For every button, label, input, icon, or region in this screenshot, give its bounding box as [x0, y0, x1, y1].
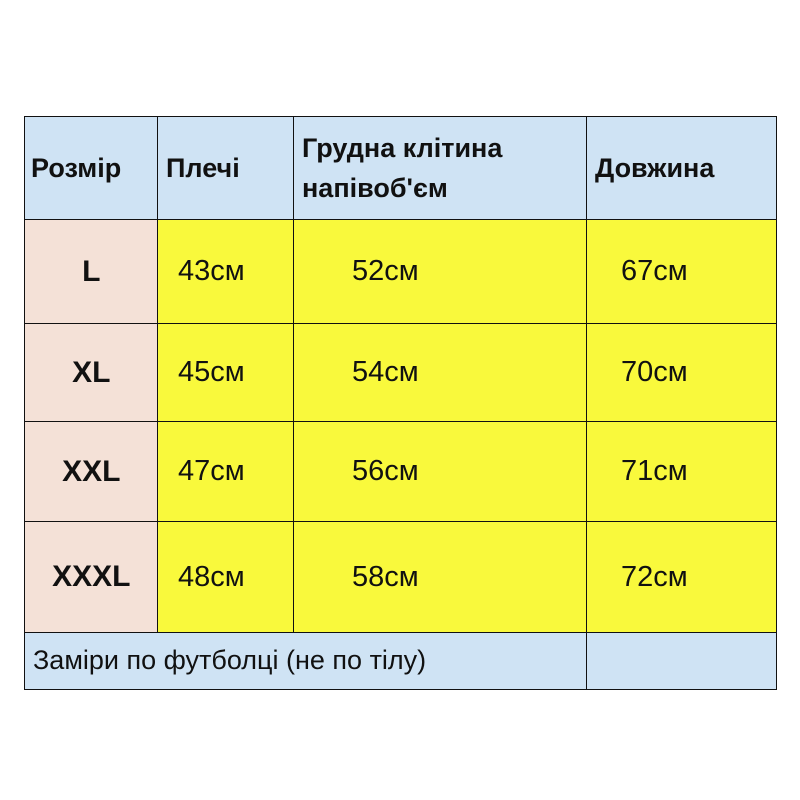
cell-text: 48см	[178, 560, 245, 593]
size-cell: XL	[24, 323, 159, 423]
value-cell: 47см	[157, 421, 295, 523]
value-cell: 56см	[293, 421, 588, 523]
header-cell: Плечі	[157, 116, 295, 221]
size-cell: L	[24, 219, 159, 325]
cell-text: Заміри по футболці (не по тілу)	[33, 645, 427, 676]
value-cell: 67см	[586, 219, 777, 325]
value-cell: 58см	[293, 521, 588, 634]
value-cell: 43см	[157, 219, 295, 325]
cell-text: 47см	[178, 455, 245, 488]
cell-text: XXL	[62, 454, 121, 488]
header-cell: Розмір	[24, 116, 159, 221]
cell-text: 67см	[621, 255, 688, 288]
size-cell: XXL	[24, 421, 159, 523]
cell-text: XL	[72, 355, 111, 389]
value-cell: 70см	[586, 323, 777, 423]
cell-text: Розмір	[31, 153, 122, 184]
cell-text: 43см	[178, 255, 245, 288]
cell-text: Плечі	[166, 153, 240, 184]
cell-text: Довжина	[595, 153, 715, 184]
cell-text: 58см	[352, 560, 419, 593]
value-cell: 45см	[157, 323, 295, 423]
value-cell: 71см	[586, 421, 777, 523]
cell-text: L	[82, 254, 101, 288]
value-cell: 48см	[157, 521, 295, 634]
cell-text: 54см	[352, 356, 419, 389]
size-cell: XXXL	[24, 521, 159, 634]
cell-text: 52см	[352, 255, 419, 288]
cell-text: 56см	[352, 455, 419, 488]
header-cell: Грудна клітина напівоб'єм	[293, 116, 588, 221]
cell-text: 72см	[621, 560, 688, 593]
header-cell: Довжина	[586, 116, 777, 221]
cell-text: 45см	[178, 356, 245, 389]
footer-empty	[586, 632, 777, 690]
cell-text: XXXL	[52, 560, 131, 594]
cell-text: 71см	[621, 455, 688, 488]
cell-text: 70см	[621, 356, 688, 389]
value-cell: 72см	[586, 521, 777, 634]
value-cell: 52см	[293, 219, 588, 325]
value-cell: 54см	[293, 323, 588, 423]
cell-text: Грудна клітина напівоб'єм	[302, 133, 503, 204]
footer-note: Заміри по футболці (не по тілу)	[24, 632, 588, 690]
